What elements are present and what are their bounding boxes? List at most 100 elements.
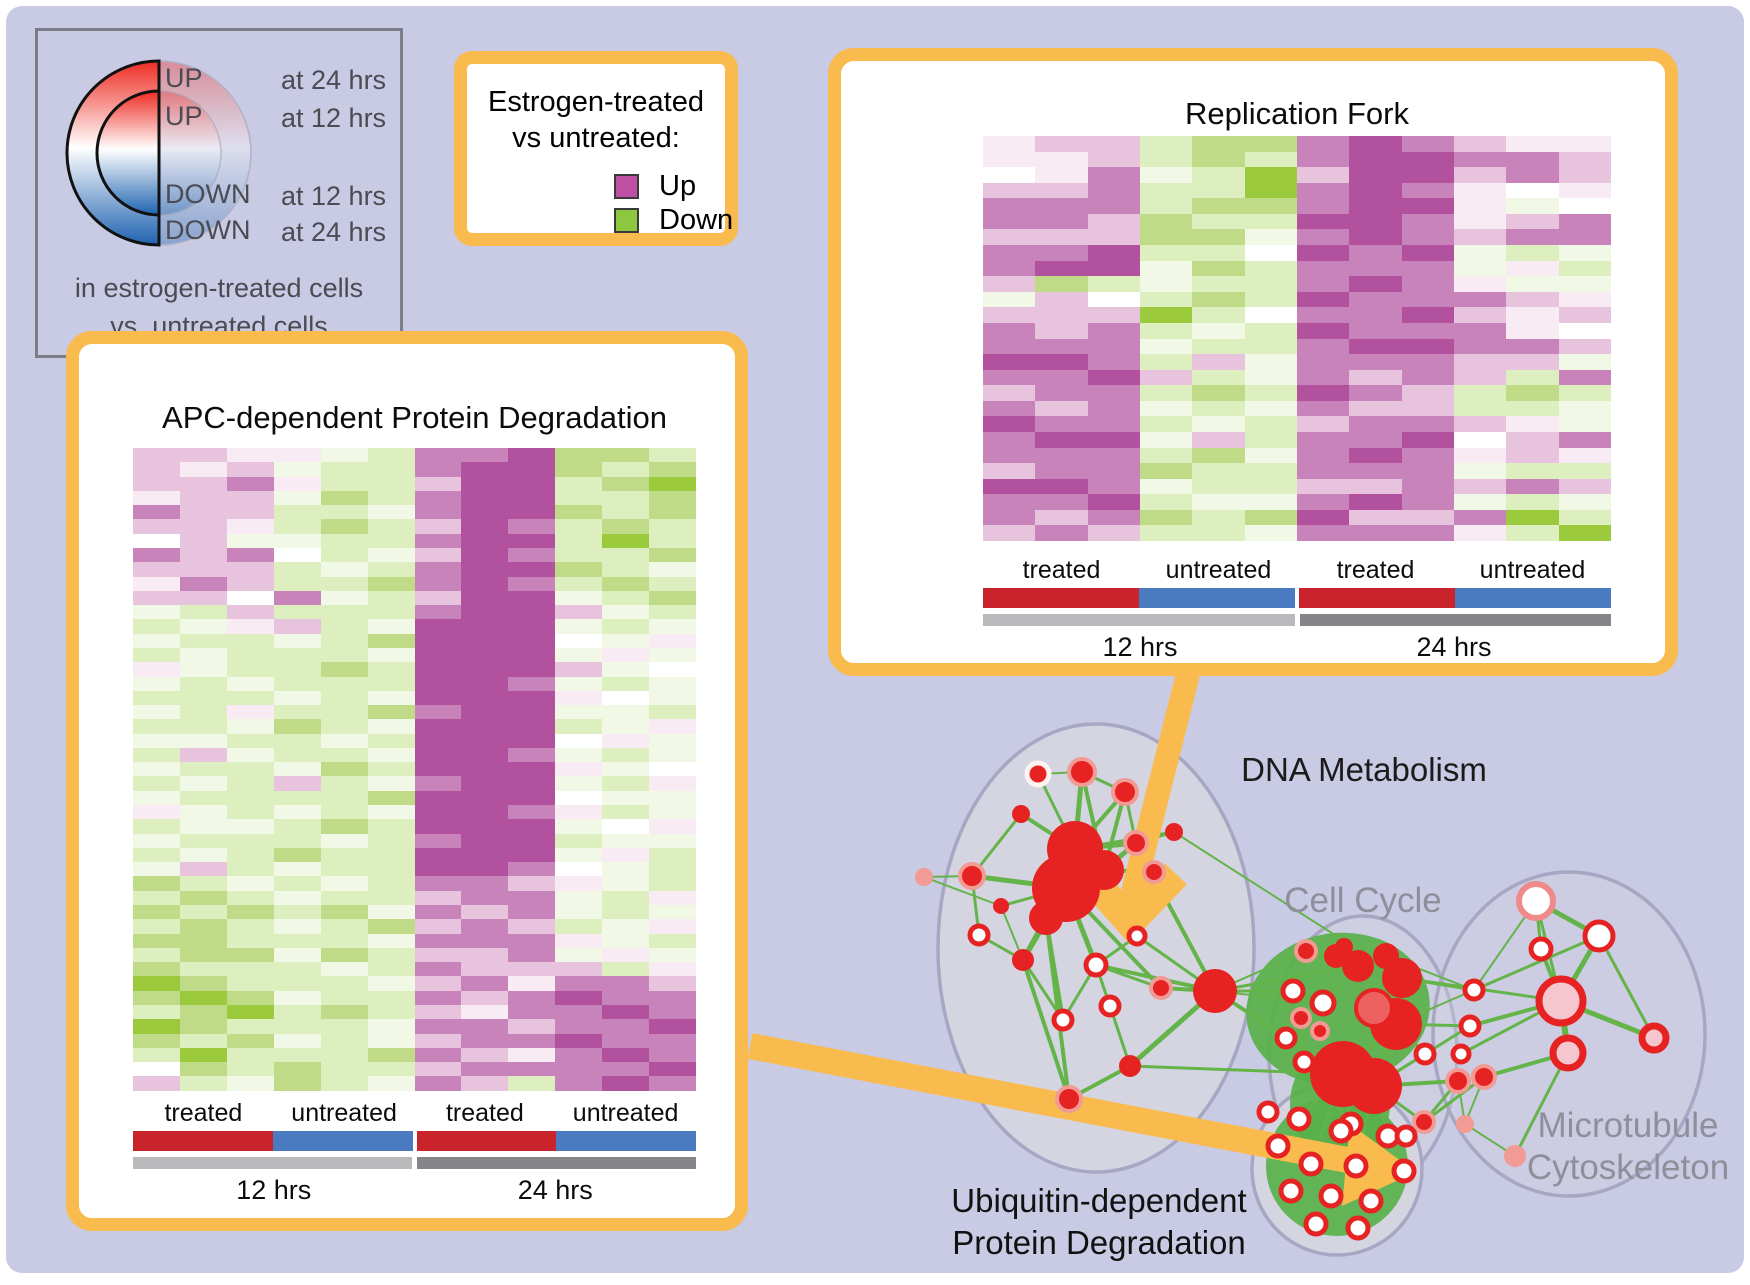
heatmap-cell bbox=[1401, 431, 1454, 448]
heatmap-cell bbox=[1244, 525, 1297, 542]
heatmap-cell bbox=[133, 747, 180, 763]
heatmap-cell bbox=[555, 933, 603, 948]
heatmap-row bbox=[133, 448, 697, 463]
heatmap-cell bbox=[367, 1047, 415, 1063]
heatmap-cell bbox=[367, 519, 415, 534]
heatmap-cell bbox=[226, 1076, 274, 1091]
network-edge bbox=[1095, 963, 1162, 990]
heatmap-cell bbox=[133, 905, 180, 920]
heatmap-cell bbox=[1192, 509, 1245, 526]
heatmap-cell bbox=[226, 590, 274, 606]
heatmap-cell bbox=[649, 647, 697, 663]
heatmap-cell bbox=[414, 890, 462, 905]
cluster-microtubule-cytoskeleton bbox=[1431, 870, 1707, 1198]
heatmap-cell bbox=[1506, 354, 1559, 370]
heatmap-cell bbox=[320, 862, 368, 877]
heatmap-cell bbox=[508, 619, 556, 634]
heatmap-cell bbox=[414, 490, 462, 506]
heatmap-cell bbox=[1035, 509, 1088, 526]
network-edge bbox=[1385, 955, 1475, 991]
heatmap-cell bbox=[1035, 354, 1088, 370]
heatmap-cell bbox=[1087, 307, 1140, 323]
legend-down-12-time: at 12 hrs bbox=[281, 181, 387, 211]
heatmap-cell bbox=[983, 431, 1036, 448]
heatmap-cell bbox=[461, 1004, 509, 1020]
heatmap-cell bbox=[602, 905, 650, 920]
heatmap-cell bbox=[461, 862, 509, 877]
heatmap-cell bbox=[983, 245, 1036, 261]
heatmap-cell bbox=[602, 847, 650, 863]
heatmap-cell bbox=[602, 947, 650, 963]
heatmap-cell bbox=[179, 1062, 227, 1077]
heatmap-row bbox=[983, 416, 1611, 432]
heatmap-cell bbox=[179, 719, 227, 734]
time-bar bbox=[417, 1157, 696, 1169]
heatmap-cell bbox=[414, 833, 462, 848]
heatmap-cell bbox=[320, 990, 368, 1005]
heatmap-cell bbox=[1558, 291, 1611, 308]
heatmap-row bbox=[983, 354, 1611, 370]
network-edge bbox=[1074, 840, 1137, 852]
heatmap-cell bbox=[602, 990, 650, 1005]
heatmap-cell bbox=[226, 705, 274, 720]
network-edge bbox=[1068, 1064, 1131, 1101]
heatmap-cell bbox=[461, 605, 509, 620]
heatmap-row bbox=[133, 619, 697, 634]
heatmap-cell bbox=[1453, 291, 1507, 308]
network-edge bbox=[1292, 990, 1324, 1004]
heatmap-cell bbox=[602, 662, 650, 677]
network-node bbox=[1012, 949, 1034, 971]
heatmap-cell bbox=[555, 448, 603, 463]
heatmap-cell bbox=[1296, 369, 1350, 386]
network-node bbox=[1193, 969, 1237, 1013]
heatmap-row bbox=[983, 463, 1611, 479]
heatmap-cell bbox=[461, 876, 509, 891]
heatmap-cell bbox=[1506, 136, 1559, 152]
heatmap-cell bbox=[1349, 385, 1402, 401]
heatmap-cell bbox=[414, 747, 462, 763]
heatmap-row bbox=[133, 1019, 697, 1034]
heatmap-cell bbox=[602, 762, 650, 777]
heatmap-cell bbox=[649, 519, 697, 534]
heatmap-cell bbox=[1453, 478, 1507, 495]
heatmap-row bbox=[133, 847, 697, 863]
heatmap-cell bbox=[1349, 322, 1402, 339]
heatmap-cell bbox=[1139, 400, 1193, 417]
heatmap-cell bbox=[1401, 167, 1454, 183]
heatmap-cell bbox=[1139, 385, 1193, 401]
heatmap-cell bbox=[414, 619, 462, 634]
heatmap-cell bbox=[1087, 291, 1140, 308]
heatmap-cell bbox=[983, 198, 1036, 214]
heatmap-cell bbox=[133, 833, 180, 848]
up-swatch-label: Up bbox=[659, 170, 697, 202]
time-label: 24 hrs bbox=[517, 1175, 593, 1205]
network-edge bbox=[1300, 1017, 1305, 1063]
network-node bbox=[1310, 1041, 1376, 1107]
apc-time-labels: 12 hrs 24 hrs bbox=[133, 1175, 696, 1206]
heatmap-cell bbox=[1296, 354, 1350, 370]
heatmap-cell bbox=[414, 690, 462, 706]
heatmap-cell bbox=[649, 762, 697, 777]
heatmap-cell bbox=[1401, 213, 1454, 230]
heatmap-cell bbox=[179, 605, 227, 620]
heatmap-cell bbox=[1087, 260, 1140, 277]
heatmap-cell bbox=[1139, 276, 1193, 292]
heatmap-row bbox=[133, 519, 697, 534]
network-edge bbox=[1080, 771, 1106, 871]
heatmap-cell bbox=[1139, 322, 1193, 339]
network-node bbox=[1256, 1100, 1280, 1124]
heatmap-cell bbox=[1244, 400, 1297, 417]
heatmap-cell bbox=[1349, 276, 1402, 292]
heatmap-cell bbox=[1244, 276, 1297, 292]
heatmap-row bbox=[133, 1004, 697, 1020]
heatmap-cell bbox=[133, 776, 180, 791]
apc-group-labels: treated untreated treated untreated bbox=[133, 1099, 696, 1128]
heatmap-row bbox=[133, 919, 697, 934]
heatmap-cell bbox=[226, 962, 274, 977]
heatmap-row bbox=[983, 431, 1611, 448]
heatmap-cell bbox=[1035, 431, 1088, 448]
heatmap-cell bbox=[273, 633, 321, 648]
heatmap-cell bbox=[1192, 416, 1245, 432]
treated-bar bbox=[133, 1131, 273, 1151]
heatmap-cell bbox=[226, 676, 274, 691]
